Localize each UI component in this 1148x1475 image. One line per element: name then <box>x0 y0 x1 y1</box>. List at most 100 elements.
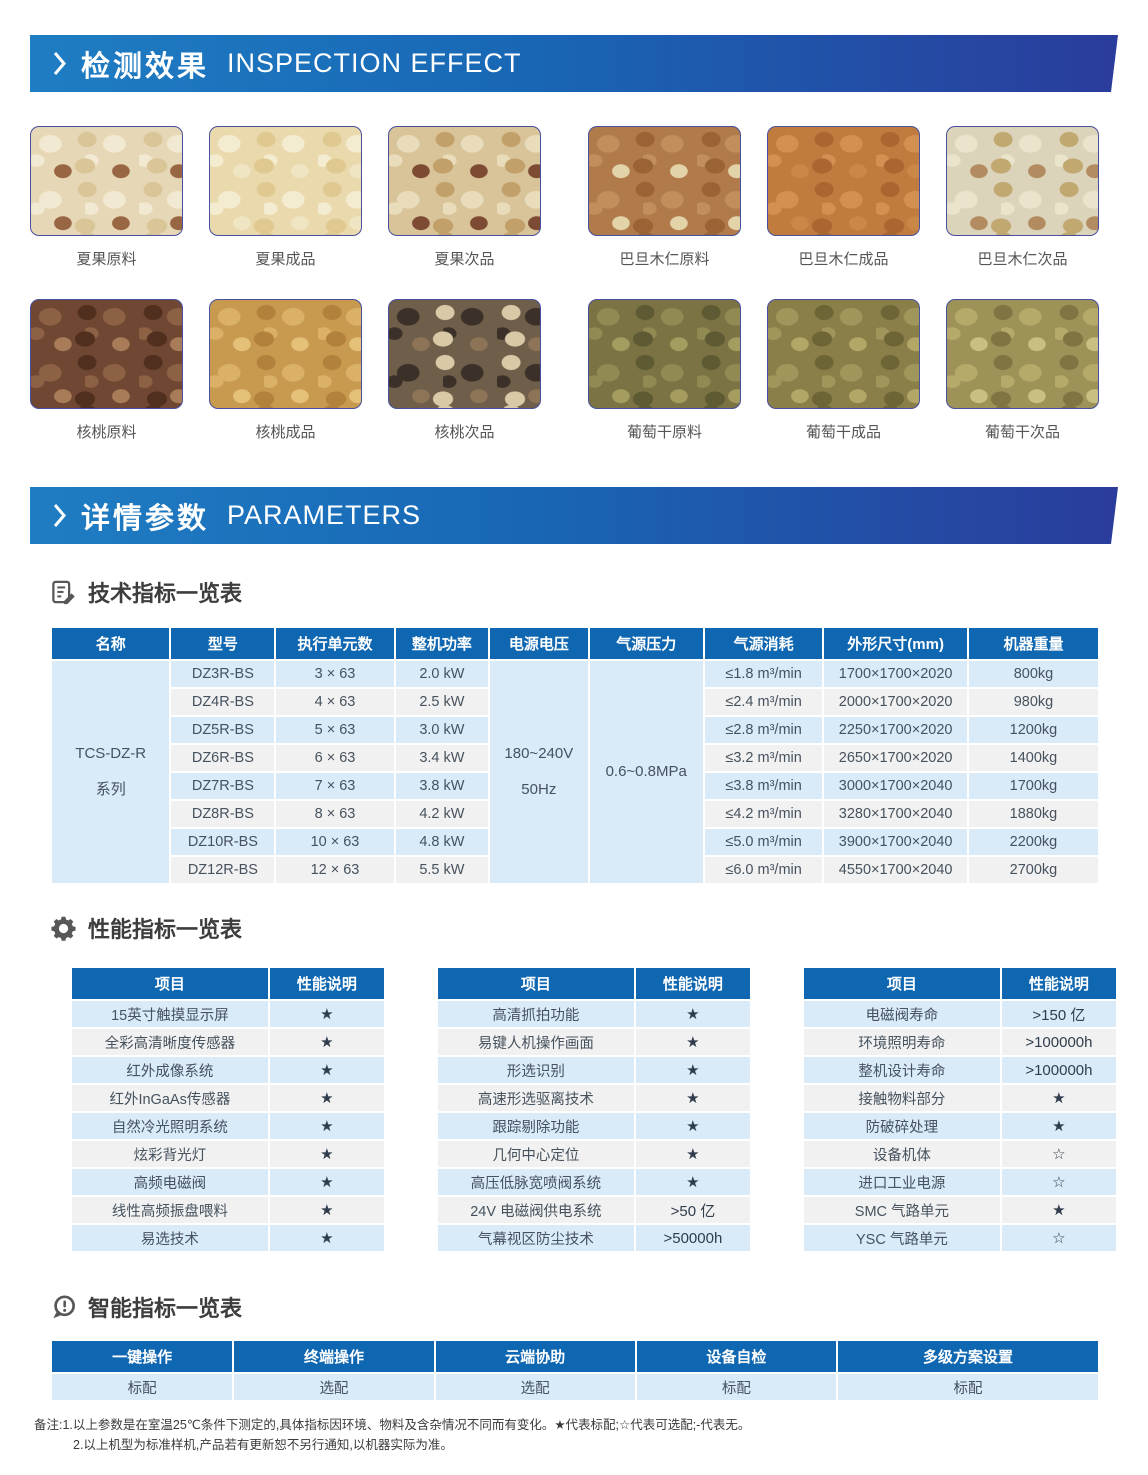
sample-photo <box>588 126 741 236</box>
table-row: DZ4R-BS 4 × 63 2.5 kW ≤2.4 m³/min 2000×1700×… <box>51 687 1101 717</box>
col-header-item: 项目 <box>70 966 270 1001</box>
air-cell: ≤6.0 m³/min <box>702 855 825 885</box>
perf-item: 红外成像系统 <box>70 1055 270 1085</box>
section-title-zh: 检测效果 <box>81 50 210 83</box>
power-cell: 2.0 kW <box>393 659 491 689</box>
table-row: YSC 气路单元 ☆ <box>802 1223 1119 1253</box>
smart-value: 选配 <box>232 1372 436 1402</box>
sample-figure: 葡萄干原料 <box>588 299 741 442</box>
table-row: 气幕视区防尘技术 >50000h <box>436 1223 753 1253</box>
section-banner-inspection: 检测效果 INSPECTION EFFECT <box>30 35 1118 92</box>
col-header-multiplan: 多级方案设置 <box>835 1339 1101 1374</box>
perf-value: ★ <box>999 1195 1119 1225</box>
dims-cell: 1700×1700×2020 <box>822 659 969 689</box>
sample-photo <box>388 126 541 236</box>
table-row: 高速形选驱离技术 ★ <box>436 1083 753 1113</box>
gallery-row-2: 核桃原料 核桃成品 核桃次品 葡萄干原料 葡萄干成品 葡萄干次品 <box>30 299 1118 442</box>
photo-caption: 巴旦木仁原料 <box>619 251 710 268</box>
perf-item: 易选技术 <box>70 1223 270 1253</box>
perf-item: 气幕视区防尘技术 <box>436 1223 636 1253</box>
tech-spec-table: 名称 型号 执行单元数 整机功率 电源电压 气源压力 气源消耗 外形尺寸(mm)… <box>49 626 1101 885</box>
model-cell: DZ3R-BS <box>169 659 277 689</box>
table-row: 红外成像系统 ★ <box>70 1055 387 1085</box>
table-row: 接触物料部分 ★ <box>802 1083 1119 1113</box>
table-row: DZ6R-BS 6 × 63 3.4 kW ≤3.2 m³/min 2650×1700×… <box>51 743 1101 773</box>
photo-caption: 巴旦木仁次品 <box>977 251 1068 268</box>
smart-value: 标配 <box>634 1372 838 1402</box>
perf-header-row: 项目 性能说明 <box>70 966 387 1001</box>
col-header-weight: 机器重量 <box>966 626 1101 661</box>
model-cell: DZ10R-BS <box>169 827 277 857</box>
perf-item: 形选识别 <box>436 1055 636 1085</box>
air-cell: ≤2.8 m³/min <box>702 715 825 745</box>
power-cell: 3.0 kW <box>393 715 491 745</box>
sample-photo <box>30 299 183 409</box>
gear-icon <box>51 916 76 941</box>
perf-item: 24V 电磁阀供电系统 <box>436 1195 636 1225</box>
perf-value: ★ <box>633 1111 753 1141</box>
perf-value: ★ <box>267 1195 387 1225</box>
perf-item: 高压低脉宽喷阀系统 <box>436 1167 636 1197</box>
perf-item: YSC 气路单元 <box>802 1223 1002 1253</box>
performance-table-3: 项目 性能说明 电磁阀寿命 >150 亿 环境照明寿命 >100000h 整机设计寿… <box>802 966 1119 1253</box>
gallery-row-1: 夏果原料 夏果成品 夏果次品 巴旦木仁原料 巴旦木仁成品 巴旦木仁次品 <box>30 126 1118 269</box>
model-cell: DZ8R-BS <box>169 799 277 829</box>
power-cell: 2.5 kW <box>393 687 491 717</box>
col-header-desc: 性能说明 <box>267 966 387 1001</box>
series-line1: TCS-DZ-R <box>75 745 147 762</box>
weight-cell: 2200kg <box>966 827 1101 857</box>
perf-value: ★ <box>633 1055 753 1085</box>
perf-item: 15英寸触摸显示屏 <box>70 999 270 1029</box>
pressure-cell: 0.6~0.8MPa <box>587 659 705 885</box>
table-row: SMC 气路单元 ★ <box>802 1195 1119 1225</box>
table-row: 设备机体 ☆ <box>802 1139 1119 1169</box>
weight-cell: 2700kg <box>966 855 1101 885</box>
col-header-power: 整机功率 <box>393 626 491 661</box>
sample-figure: 核桃成品 <box>209 299 362 442</box>
perf-value: ★ <box>633 1083 753 1113</box>
perf-value: ★ <box>267 1055 387 1085</box>
col-header-item: 项目 <box>436 966 636 1001</box>
table-row: 进口工业电源 ☆ <box>802 1167 1119 1197</box>
alert-bubble-icon <box>53 1294 75 1318</box>
smart-value: 标配 <box>49 1372 235 1402</box>
table-row: 15英寸触摸显示屏 ★ <box>70 999 387 1029</box>
air-cell: ≤4.2 m³/min <box>702 799 825 829</box>
col-header-cloud: 云端协助 <box>433 1339 637 1374</box>
weight-cell: 1200kg <box>966 715 1101 745</box>
sample-photo <box>946 126 1099 236</box>
voltage-line1: 180~240V <box>504 745 574 762</box>
perf-item: 高频电磁阀 <box>70 1167 270 1197</box>
photo-caption: 核桃成品 <box>255 424 316 441</box>
sample-figure: 巴旦木仁成品 <box>767 126 920 269</box>
perf-value: ★ <box>267 1167 387 1197</box>
model-cell: DZ4R-BS <box>169 687 277 717</box>
perf-value: ★ <box>267 1111 387 1141</box>
power-cell: 3.4 kW <box>393 743 491 773</box>
perf-value: >100000h <box>999 1055 1119 1085</box>
perf-value: ★ <box>633 999 753 1029</box>
performance-table-2: 项目 性能说明 高清抓拍功能 ★ 易键人机操作画面 ★ 形选识别 ★ 高速形选驱离技术… <box>436 966 753 1253</box>
air-cell: ≤3.2 m³/min <box>702 743 825 773</box>
dims-cell: 2250×1700×2020 <box>822 715 969 745</box>
col-header-voltage: 电源电压 <box>488 626 590 661</box>
perf-value: ★ <box>267 1223 387 1253</box>
table-row: 自然冷光照明系统 ★ <box>70 1111 387 1141</box>
units-cell: 3 × 63 <box>274 659 396 689</box>
table-row: 电磁阀寿命 >150 亿 <box>802 999 1119 1029</box>
perf-item: 易键人机操作画面 <box>436 1027 636 1057</box>
table-row: 高压低脉宽喷阀系统 ★ <box>436 1167 753 1197</box>
units-cell: 4 × 63 <box>274 687 396 717</box>
perf-item: 电磁阀寿命 <box>802 999 1002 1029</box>
perf-item: 全彩高清晰度传感器 <box>70 1027 270 1057</box>
perf-value: ★ <box>633 1027 753 1057</box>
sample-photo <box>946 299 1099 409</box>
col-header-selfcheck: 设备自检 <box>634 1339 838 1374</box>
voltage-cell: 180~240V 50Hz <box>488 659 590 885</box>
perf-item: 几何中心定位 <box>436 1139 636 1169</box>
perf-item: 环境照明寿命 <box>802 1027 1002 1057</box>
sample-photo <box>588 299 741 409</box>
col-header-dims: 外形尺寸(mm) <box>822 626 969 661</box>
power-cell: 4.2 kW <box>393 799 491 829</box>
